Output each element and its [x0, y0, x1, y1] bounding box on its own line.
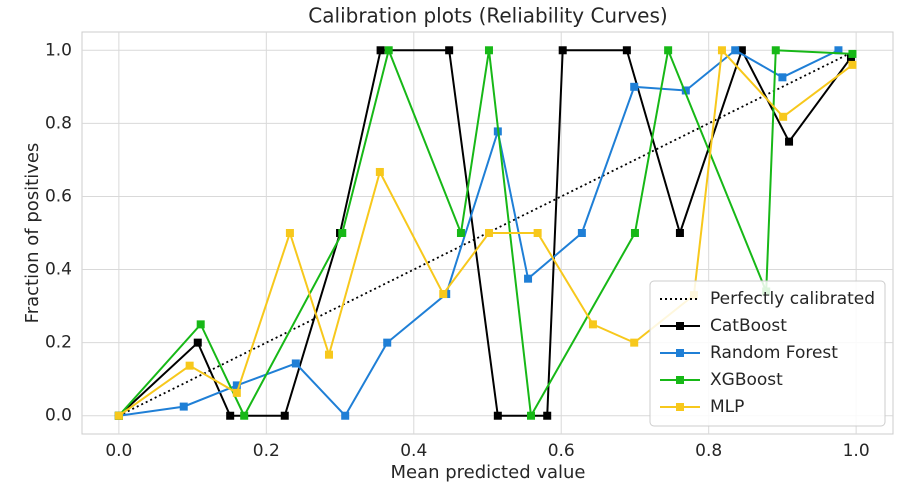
marker [341, 411, 350, 420]
marker [737, 46, 746, 55]
legend-label: MLP [710, 397, 744, 417]
x-tick-label: 0.6 [548, 441, 575, 461]
marker [622, 46, 631, 55]
marker [630, 82, 639, 91]
marker [524, 274, 533, 283]
legend-marker [676, 403, 684, 411]
y-tick-label: 0.8 [45, 113, 72, 133]
marker [179, 402, 188, 411]
legend-box [649, 280, 886, 427]
legend-label: Random Forest [710, 343, 838, 363]
legend-marker [676, 349, 684, 357]
marker [848, 60, 857, 69]
marker [731, 46, 740, 55]
y-axis-label: Fraction of positives [22, 143, 43, 324]
y-tick-label: 0.4 [45, 260, 72, 280]
y-tick-label: 1.0 [45, 40, 72, 60]
marker [493, 411, 502, 420]
legend-label: Perfectly calibrated [710, 289, 875, 309]
marker [375, 167, 384, 176]
marker [240, 411, 249, 420]
x-tick-label: 0.4 [400, 441, 427, 461]
y-tick-label: 0.0 [45, 406, 72, 426]
marker [445, 46, 454, 55]
marker [484, 229, 493, 237]
marker [232, 388, 241, 397]
marker [717, 46, 726, 55]
y-tick-label: 0.2 [45, 333, 72, 353]
marker [484, 46, 493, 55]
x-tick-label: 0.2 [253, 441, 280, 461]
marker [577, 229, 586, 237]
x-tick-label: 1.0 [843, 441, 870, 461]
marker [232, 381, 241, 390]
marker [196, 320, 205, 329]
marker [558, 46, 567, 55]
marker [376, 46, 385, 55]
marker [630, 338, 639, 347]
marker [114, 411, 123, 420]
marker [779, 112, 788, 121]
marker [533, 229, 542, 237]
marker [338, 229, 347, 237]
marker [383, 338, 392, 347]
marker [226, 411, 235, 420]
marker [193, 338, 202, 347]
marker [588, 320, 597, 329]
marker [285, 229, 294, 237]
legend-label: CatBoost [710, 316, 787, 336]
x-axis-label: Mean predicted value [390, 462, 585, 483]
legend-marker [676, 376, 684, 384]
marker [785, 137, 794, 146]
x-tick-label: 0.8 [695, 441, 722, 461]
marker [681, 86, 690, 95]
marker [291, 359, 300, 368]
marker [630, 229, 639, 237]
marker [439, 290, 448, 299]
marker [324, 350, 333, 359]
marker [280, 411, 289, 420]
marker [526, 411, 535, 420]
marker [778, 73, 787, 82]
marker [771, 46, 780, 55]
marker [834, 46, 843, 55]
y-tick-label: 0.6 [45, 186, 72, 206]
marker [384, 46, 393, 55]
marker [664, 46, 673, 55]
marker [543, 411, 552, 420]
marker [456, 229, 465, 237]
legend-marker [676, 322, 684, 330]
marker [185, 361, 194, 370]
chart-title: Calibration plots (Reliability Curves) [308, 4, 667, 28]
marker [848, 49, 857, 58]
marker [675, 229, 684, 237]
x-tick-label: 0.0 [105, 441, 132, 461]
legend-label: XGBoost [710, 370, 783, 390]
